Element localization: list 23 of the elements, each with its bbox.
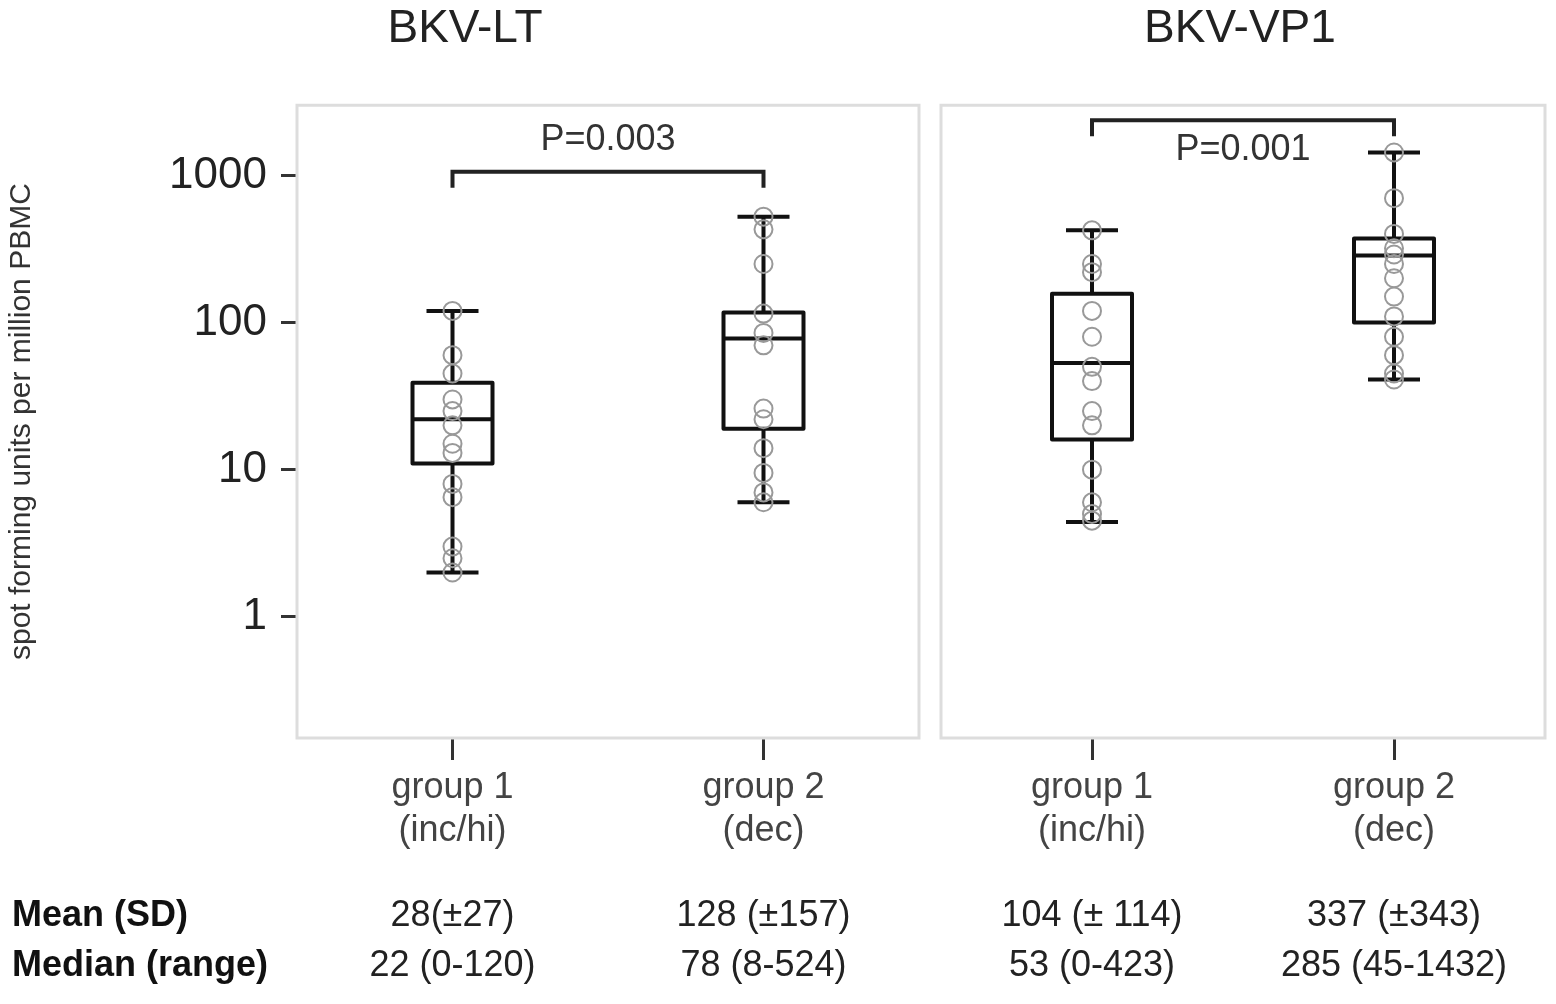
annotation: P=0.003 — [540, 116, 676, 158]
text: 28(±27) — [390, 893, 515, 935]
y-tick-label: 1000 — [169, 147, 267, 197]
text: 53 (0-423) — [1008, 943, 1176, 985]
y-tick-label: 100 — [193, 294, 267, 344]
x-tick-label: group 2 (dec) — [1332, 764, 1456, 849]
y-tick-label: 1 — [242, 588, 267, 638]
x-tick-label: group 2 (dec) — [702, 764, 825, 849]
text: 337 (±343) — [1307, 893, 1481, 935]
text: 128 (±157) — [676, 893, 851, 935]
y-tick-label: 10 — [218, 441, 267, 491]
chart-title: BKV-VP1 — [1144, 0, 1336, 53]
text: 285 (45-1432) — [1280, 943, 1508, 985]
text: 104 (± 114) — [1001, 893, 1183, 935]
x-tick-label: group 1 (inc/hi) — [391, 764, 514, 849]
annotation: P=0.001 — [1175, 127, 1311, 169]
text: Mean (SD) — [12, 893, 189, 935]
text: 78 (8-524) — [680, 943, 847, 985]
text: 22 (0-120) — [369, 943, 536, 985]
chart-title: BKV-LT — [387, 0, 543, 53]
y-axis-title: spot forming units per million PBMC — [3, 183, 37, 661]
text: Median (range) — [12, 943, 269, 985]
x-tick-label: group 1 (inc/hi) — [1030, 764, 1154, 849]
